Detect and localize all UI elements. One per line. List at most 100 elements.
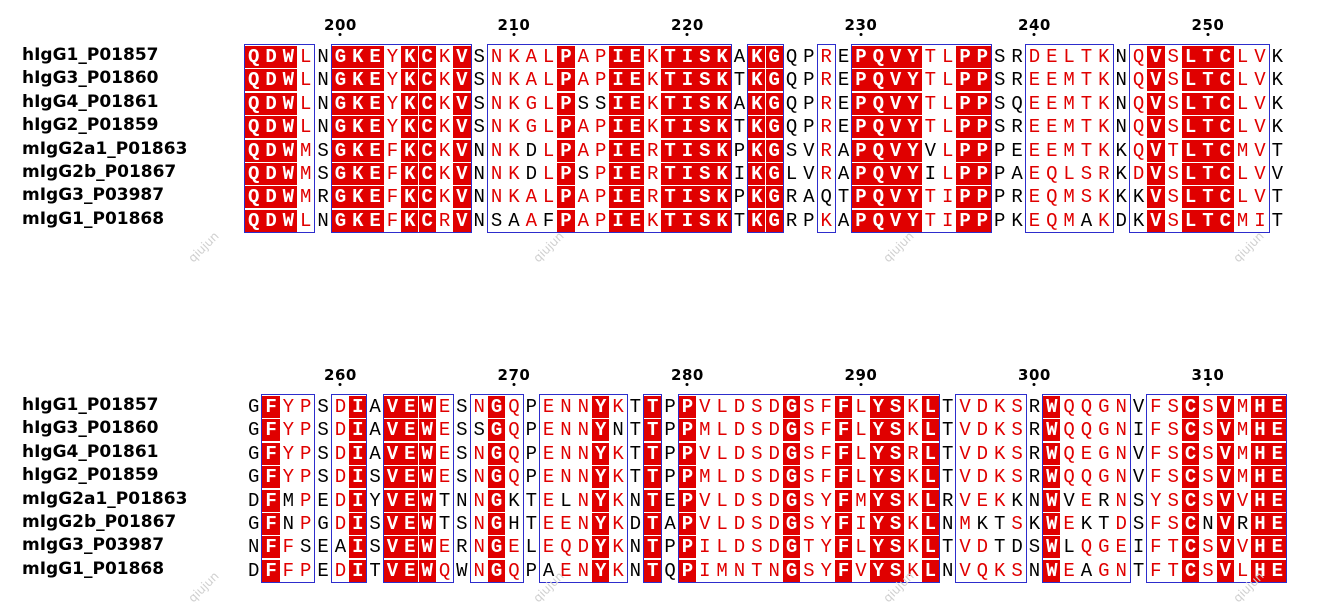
residue: T (661, 163, 679, 185)
residue: V (959, 559, 971, 582)
residue: M (282, 489, 295, 512)
residue: N (577, 466, 590, 489)
residue: K (612, 513, 624, 535)
residue: A (525, 186, 537, 209)
residue: P (678, 536, 697, 559)
residue: G (525, 92, 537, 115)
residue: C (418, 139, 436, 162)
residue: L (300, 92, 312, 115)
residue: N (577, 559, 590, 582)
residue: C (1216, 163, 1234, 185)
residue: A (334, 536, 347, 559)
residue: V (383, 489, 402, 512)
residue: C (1216, 209, 1234, 232)
residue: E (1028, 186, 1041, 209)
residue: P (557, 69, 575, 92)
ruler-position-label: 290 (844, 366, 878, 384)
residue: K (907, 396, 919, 418)
residue: G (247, 466, 260, 489)
residue: F (820, 442, 832, 465)
sequence-name: mIgG2a1_P01863 (22, 488, 188, 509)
residue: C (1181, 489, 1200, 512)
residue: C (418, 69, 436, 92)
residue: K (438, 139, 451, 162)
residue: N (473, 163, 485, 185)
residue: D (577, 536, 590, 559)
residue: T (661, 139, 679, 162)
residue: K (508, 92, 520, 115)
residue: K (401, 139, 419, 162)
residue: E (626, 186, 645, 209)
residue: P (594, 186, 607, 209)
residue: C (418, 92, 436, 115)
residue: V (1147, 69, 1165, 92)
residue: Q (869, 69, 887, 92)
residue: L (921, 396, 939, 418)
residue: P (852, 69, 870, 92)
residue: Y (386, 92, 399, 115)
residue: P (973, 186, 992, 209)
residue: N (1115, 466, 1127, 489)
residue: T (1271, 139, 1284, 162)
residue: P (956, 186, 974, 209)
residue: W (418, 536, 436, 559)
residue: S (1080, 163, 1093, 185)
residue: Y (592, 559, 610, 582)
ruler-tick-dot (338, 33, 342, 36)
residue: T (1132, 559, 1145, 582)
residue: V (1216, 559, 1234, 582)
residue: P (300, 419, 312, 442)
residue: P (973, 92, 992, 115)
residue: W (1043, 536, 1061, 559)
residue: P (300, 489, 312, 512)
residue: Y (904, 69, 922, 92)
sequence-name: mIgG2a1_P01863 (22, 138, 188, 159)
residue: E (1268, 489, 1286, 512)
residue: F (1150, 419, 1162, 442)
residue: I (678, 209, 697, 232)
residue: G (765, 46, 783, 68)
residue: K (401, 163, 419, 185)
residue: V (959, 466, 971, 489)
residue: R (647, 186, 659, 209)
residue: F (262, 396, 280, 418)
residue: D (768, 489, 780, 512)
residue: K (1115, 139, 1127, 162)
residue: P (557, 186, 575, 209)
residue: K (748, 209, 766, 232)
residue: P (803, 92, 815, 115)
residue: R (907, 442, 919, 465)
residue: V (699, 513, 711, 535)
residue: D (247, 559, 260, 582)
residue: S (1011, 513, 1023, 535)
residue: K (1080, 513, 1093, 535)
residue: S (317, 419, 329, 442)
residue: Q (785, 46, 798, 68)
residue: R (1098, 489, 1110, 512)
residue: W (418, 559, 436, 582)
residue: V (1132, 466, 1145, 489)
residue: G (765, 69, 783, 92)
residue: P (594, 69, 607, 92)
residue: C (418, 116, 436, 139)
sequence-name: hIgG1_P01857 (22, 45, 159, 65)
residue: K (748, 186, 766, 209)
ruler-tick-dot (1032, 33, 1036, 36)
residue: P (852, 163, 870, 185)
residue: M (1236, 209, 1249, 232)
residue: W (279, 139, 298, 162)
residue: K (748, 163, 766, 185)
residue: F (262, 466, 280, 489)
residue: S (696, 139, 714, 162)
residue: A (525, 46, 537, 68)
residue: H (1251, 489, 1269, 512)
residue: N (317, 116, 329, 139)
residue: Q (1063, 442, 1075, 465)
residue: S (886, 419, 905, 442)
residue: V (453, 116, 471, 139)
residue: Y (592, 536, 610, 559)
residue: K (1011, 489, 1023, 512)
residue: F (834, 513, 853, 535)
residue: V (1271, 163, 1284, 185)
residue: R (820, 46, 832, 68)
